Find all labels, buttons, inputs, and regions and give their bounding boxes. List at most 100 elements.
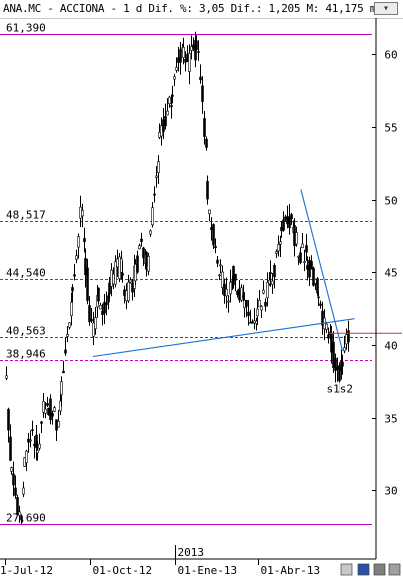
toolbar-icons: [340, 563, 401, 576]
candle-body: [214, 246, 217, 248]
candle-body: [49, 398, 52, 420]
candle-body: [253, 320, 256, 324]
candle-body: [225, 288, 228, 297]
candle-body: [99, 305, 102, 310]
y-tick-label: 60: [384, 49, 397, 62]
candle-body: [258, 300, 261, 308]
candle-body: [20, 515, 23, 521]
candle-body: [114, 261, 117, 285]
candle-body: [205, 138, 208, 148]
y-tick-label: 35: [384, 413, 397, 426]
candle-body: [83, 238, 86, 243]
candle-body: [40, 421, 43, 424]
candle-body: [164, 116, 167, 127]
candle-body: [64, 349, 67, 354]
candle-body: [138, 245, 141, 250]
candle-body: [81, 210, 84, 217]
chevron-down-icon[interactable]: ▾: [374, 2, 398, 15]
x-tick-label: 01-Oct-12: [93, 564, 153, 577]
save-icon[interactable]: [357, 563, 370, 576]
candle-body: [88, 305, 91, 322]
candle-body: [110, 269, 113, 287]
candle-body: [5, 375, 8, 379]
candle-body: [316, 278, 319, 294]
candle-body: [295, 232, 298, 245]
candle-body: [271, 280, 274, 285]
candle-body: [44, 408, 47, 414]
candle-body: [234, 273, 237, 281]
candle-body: [105, 302, 108, 305]
candle-body: [31, 429, 34, 432]
candle-body: [116, 258, 119, 268]
candle-body: [16, 497, 19, 515]
candle-body: [290, 214, 293, 220]
candle-body: [343, 347, 346, 352]
candle-body: [125, 290, 128, 302]
candle-body: [103, 301, 106, 314]
y-tick-label: 55: [384, 122, 397, 135]
candle-body: [273, 264, 276, 278]
candle-body: [12, 473, 15, 486]
candle-body: [332, 341, 335, 368]
candle-body: [168, 96, 171, 105]
candle-body: [232, 265, 235, 286]
candle-body: [305, 245, 308, 253]
x-axis: 1-Jul-12 01-Oct-12 01-Ene-13 01-Abr-13 2013: [0, 545, 376, 577]
candle-body: [195, 40, 198, 50]
candle-body: [312, 267, 315, 286]
candle-body: [256, 308, 259, 317]
candle-body: [36, 450, 39, 454]
candle-body: [275, 251, 278, 254]
candle-body: [208, 209, 211, 215]
candle-body: [162, 119, 165, 132]
candle-body: [277, 244, 280, 252]
drawing-tool-icon[interactable]: [340, 563, 353, 576]
candle-body: [171, 94, 174, 97]
candle-body: [84, 258, 87, 276]
candle-body: [127, 282, 130, 302]
candle-body: [266, 282, 269, 298]
level-label: 61,390: [6, 22, 46, 35]
candle-body: [107, 295, 110, 303]
x-tick-label: 01-Ene-13: [178, 564, 238, 577]
horizontal-levels: 61,390 48,517 44,540 40,563 38,946 27,690: [0, 22, 372, 525]
candle-body: [142, 247, 145, 259]
settings-icon[interactable]: [388, 563, 401, 576]
y-tick-label: 50: [384, 195, 397, 208]
candle-body: [260, 306, 263, 311]
candle-body: [301, 243, 304, 249]
x-tick-label: 1-Jul-12: [0, 564, 53, 577]
candle-body: [341, 361, 344, 367]
candle-body: [57, 421, 60, 428]
candle-body: [121, 272, 124, 276]
candle-body: [206, 181, 209, 200]
candle-body: [166, 110, 169, 116]
candle-body: [194, 39, 197, 61]
candle-body: [279, 241, 282, 245]
candle-body: [288, 216, 291, 228]
candle-body: [71, 287, 74, 292]
candle-body: [86, 267, 89, 301]
candle-body: [51, 413, 54, 417]
candle-body: [199, 76, 202, 81]
level-label: 38,946: [6, 348, 46, 361]
candle-body: [177, 57, 180, 63]
candle-body: [136, 255, 139, 273]
candle-body: [243, 300, 246, 308]
level-label: 48,517: [6, 209, 46, 222]
candle-body: [192, 44, 195, 49]
candle-body: [7, 409, 10, 431]
annotation-bg: [326, 382, 353, 396]
candle-body: [42, 401, 45, 413]
candle-body: [175, 67, 178, 71]
candle-body: [201, 85, 204, 102]
print-icon[interactable]: [373, 563, 386, 576]
candle-body: [118, 256, 121, 279]
candle-body: [210, 227, 213, 230]
y-axis: 30 35 40 45 50 55 60: [372, 18, 398, 559]
candle-body: [245, 299, 248, 307]
candle-body: [303, 261, 306, 263]
candle-body: [147, 255, 150, 272]
candle-body: [101, 310, 104, 315]
candle-body: [108, 282, 111, 295]
